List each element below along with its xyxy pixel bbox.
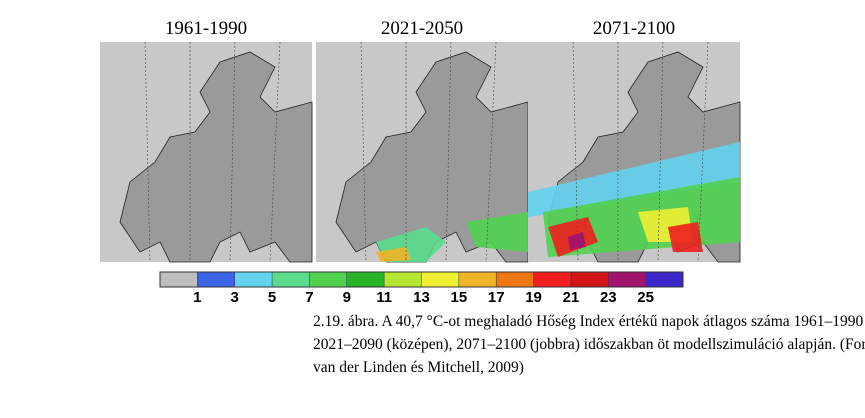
map-panel (528, 41, 741, 263)
legend-label: 9 (343, 289, 351, 306)
meridian (229, 41, 236, 263)
legend-swatch (272, 272, 310, 287)
legend-label: 19 (525, 289, 542, 306)
land (119, 51, 313, 263)
legend-label: 7 (305, 289, 313, 306)
map-panel (316, 41, 529, 263)
map-panel (100, 41, 313, 263)
caption-line: 2.19. ábra. A 40,7 °C-ot meghaladó Hőség… (313, 313, 865, 330)
heat-area (528, 142, 740, 217)
panel-title: 1961-1990 (165, 18, 247, 39)
legend-label: 17 (488, 289, 505, 306)
legend-swatch (309, 272, 347, 287)
legend-swatch (346, 272, 385, 287)
meridian (697, 41, 709, 263)
caption-line: van der Linden és Mitchell, 2009) (313, 359, 524, 376)
panel-title: 2071-2100 (593, 18, 675, 39)
caption-line: 2021–2090 (középen), 2071–2100 (jobbra) … (313, 336, 865, 353)
legend-swatch (570, 272, 609, 287)
meridian (572, 41, 579, 263)
meridian (144, 41, 151, 263)
legend-label: 13 (413, 289, 430, 306)
legend-swatch (608, 272, 646, 287)
heat-area (466, 212, 528, 252)
legend-label: 25 (637, 289, 654, 306)
meridian (269, 41, 281, 263)
meridian (485, 41, 497, 263)
meridian (657, 41, 664, 263)
legend-label: 1 (193, 289, 201, 306)
legend-swatch (197, 272, 235, 287)
legend-label: 21 (563, 289, 580, 306)
legend-label: 11 (376, 289, 392, 306)
legend-swatch (458, 272, 497, 287)
heat-area (376, 247, 411, 262)
legend-swatch (384, 272, 422, 287)
legend-swatch (496, 272, 534, 287)
panel-title: 2021-2050 (381, 18, 463, 39)
heat-area (668, 222, 703, 252)
legend-label: 3 (231, 289, 239, 306)
legend-swatch (421, 272, 459, 287)
heat-area (568, 232, 586, 250)
meridian (360, 41, 367, 263)
legend-label: 5 (268, 289, 276, 306)
legend-swatch (160, 272, 198, 287)
legend-swatch (645, 272, 683, 287)
legend-label: 15 (451, 289, 468, 306)
legend-swatch (533, 272, 571, 287)
legend-swatch (234, 272, 273, 287)
legend-label: 23 (600, 289, 617, 306)
meridian (445, 41, 452, 263)
